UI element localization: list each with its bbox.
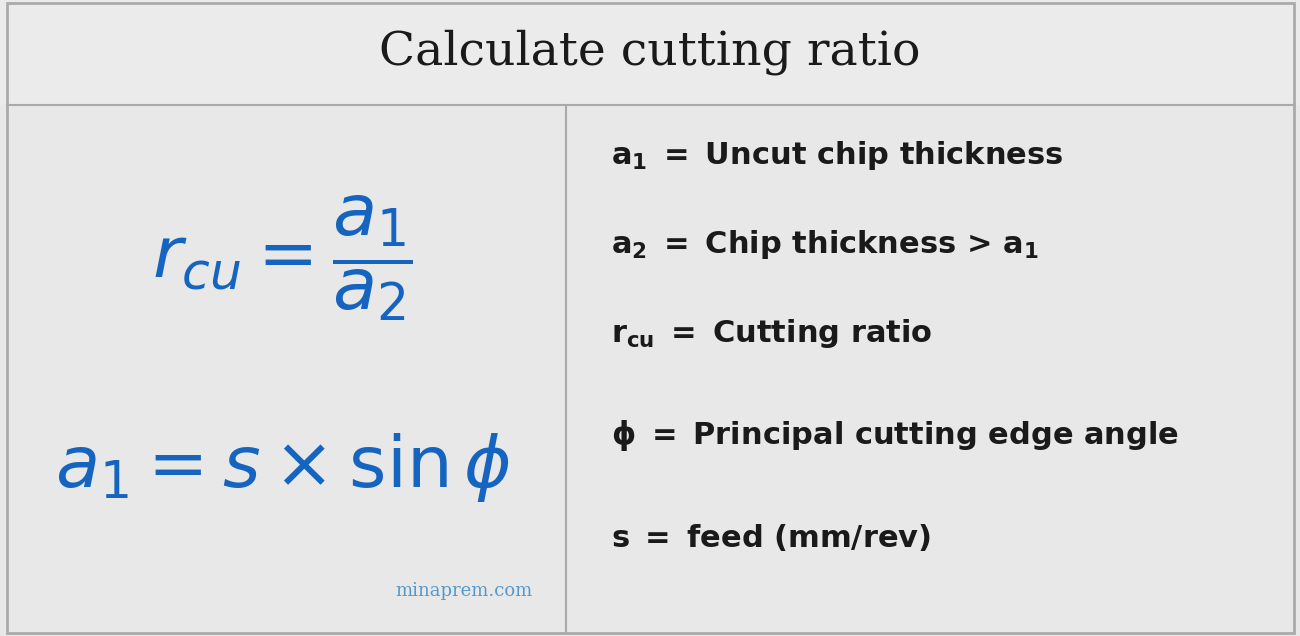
Text: $\mathbf{r_{cu}}$$\mathbf{\ =\ }$Cutting ratio: $\mathbf{r_{cu}}$$\mathbf{\ =\ }$Cutting… [611,317,932,350]
Text: $\mathbf{\phi}$$\mathbf{\ =\ }$Principal cutting edge angle: $\mathbf{\phi}$$\mathbf{\ =\ }$Principal… [611,418,1179,453]
Text: $\mathit{a}_1 = \mathit{s} \times \sin\phi$: $\mathit{a}_1 = \mathit{s} \times \sin\p… [55,431,511,504]
Text: minaprem.com: minaprem.com [395,583,533,600]
Text: $\mathbf{a_1}$$\mathbf{\ =\ }$Uncut chip thickness: $\mathbf{a_1}$$\mathbf{\ =\ }$Uncut chip… [611,139,1063,172]
Text: $\mathbf{s}$$\mathbf{\ =\ }$feed (mm/rev): $\mathbf{s}$$\mathbf{\ =\ }$feed (mm/rev… [611,522,931,553]
Text: $\mathit{r}_{\mathit{cu}} = \dfrac{\mathit{a}_1}{\mathit{a}_2}$: $\mathit{r}_{\mathit{cu}} = \dfrac{\math… [152,193,413,322]
Text: $\mathbf{a_2}$$\mathbf{\ =\ }$Chip thickness > $\mathbf{a_1}$: $\mathbf{a_2}$$\mathbf{\ =\ }$Chip thick… [611,228,1039,261]
Text: Calculate cutting ratio: Calculate cutting ratio [380,30,920,75]
Bar [0,0,1300,105]
